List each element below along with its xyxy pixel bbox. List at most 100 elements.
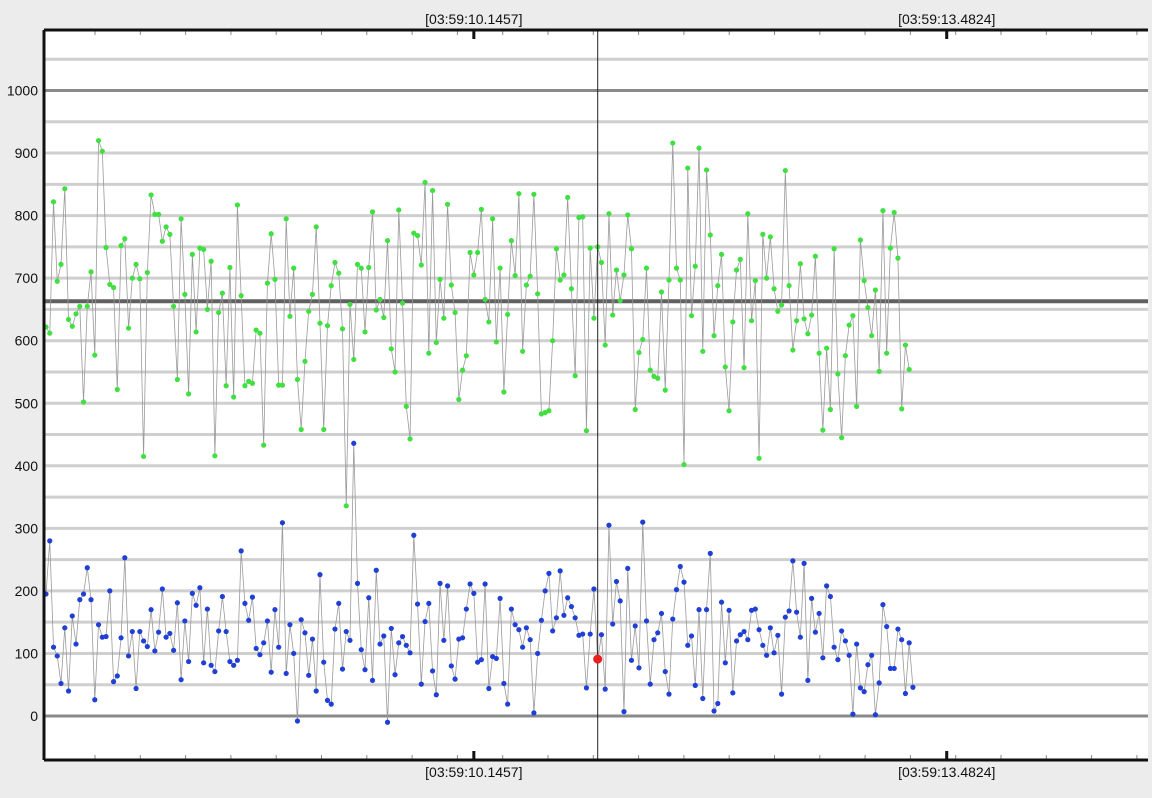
green-series-point bbox=[411, 230, 417, 236]
blue-series-point bbox=[703, 607, 710, 613]
green-series-point bbox=[572, 373, 578, 379]
blue-series-point bbox=[850, 711, 856, 717]
blue-series-point bbox=[508, 606, 514, 612]
blue-series-point bbox=[876, 680, 882, 686]
green-series-point bbox=[812, 253, 818, 259]
green-series-point bbox=[640, 336, 646, 343]
blue-series-point bbox=[313, 688, 319, 694]
green-series-point bbox=[726, 408, 732, 414]
series-points bbox=[43, 137, 916, 725]
blue-series-point bbox=[167, 630, 173, 637]
green-series-point bbox=[831, 246, 837, 252]
blue-series-point bbox=[497, 595, 503, 602]
blue-series-point bbox=[332, 626, 338, 632]
blue-series-point bbox=[662, 668, 668, 675]
green-series-point bbox=[816, 350, 822, 356]
green-series-point bbox=[685, 165, 691, 171]
blue-series-point bbox=[598, 632, 605, 638]
blue-series-point bbox=[261, 640, 267, 646]
green-series-point bbox=[294, 376, 301, 383]
blue-series-point bbox=[486, 685, 492, 692]
green-series-point bbox=[673, 265, 680, 271]
green-series-point bbox=[872, 287, 879, 293]
y-tick-label: 500 bbox=[15, 395, 39, 411]
green-series-point bbox=[223, 383, 229, 389]
green-series-point bbox=[632, 406, 638, 413]
blue-series-point bbox=[328, 701, 334, 707]
green-series-point bbox=[313, 224, 319, 230]
green-series-point bbox=[54, 278, 60, 284]
blue-series-point bbox=[865, 662, 871, 668]
blue-series-point bbox=[516, 627, 522, 633]
green-series-point bbox=[272, 276, 278, 282]
blue-series-point bbox=[613, 578, 620, 585]
green-series-point bbox=[692, 263, 698, 269]
green-series-point bbox=[516, 191, 522, 197]
green-series-point bbox=[621, 272, 627, 278]
green-series-point bbox=[703, 167, 710, 173]
green-series-point bbox=[257, 330, 263, 336]
green-series-point bbox=[58, 261, 64, 267]
green-series-point bbox=[482, 296, 488, 303]
green-series-point bbox=[475, 249, 481, 256]
green-series-point bbox=[152, 211, 158, 217]
blue-series-point bbox=[891, 665, 897, 672]
green-series-point bbox=[140, 453, 147, 460]
green-series-point bbox=[463, 353, 469, 359]
green-series-point bbox=[508, 238, 514, 244]
blue-series-point bbox=[557, 568, 563, 574]
blue-series-point bbox=[831, 644, 837, 650]
blue-series-point bbox=[906, 640, 912, 646]
blue-series-point bbox=[155, 629, 162, 635]
green-series-point bbox=[662, 387, 668, 393]
green-series-point bbox=[771, 286, 777, 292]
time-cursor[interactable] bbox=[593, 30, 603, 760]
blue-series-point bbox=[493, 655, 499, 662]
blue-series-point bbox=[95, 622, 102, 628]
time-label-top: [03:59:13.4824] bbox=[898, 11, 995, 27]
green-series-point bbox=[763, 275, 770, 281]
green-series-point bbox=[208, 258, 214, 264]
blue-series-point bbox=[321, 659, 327, 665]
blue-series-point bbox=[610, 621, 616, 627]
green-series-point bbox=[760, 231, 766, 237]
green-series-point bbox=[69, 323, 75, 329]
blue-series-point bbox=[816, 610, 822, 617]
green-series-point bbox=[794, 318, 800, 324]
green-series-point bbox=[441, 315, 447, 321]
green-series-point bbox=[775, 308, 781, 314]
blue-series-point bbox=[366, 595, 372, 601]
green-series-point bbox=[696, 145, 702, 151]
green-series-point bbox=[95, 137, 102, 144]
green-series-point bbox=[790, 347, 796, 353]
green-series-point bbox=[261, 442, 267, 448]
green-series-point bbox=[125, 325, 132, 331]
blue-series-point bbox=[587, 631, 593, 637]
blue-series-point bbox=[231, 662, 237, 668]
blue-series-point bbox=[745, 637, 751, 643]
blue-series-point bbox=[696, 607, 702, 613]
blue-series-point bbox=[895, 626, 901, 632]
green-series-point bbox=[617, 298, 623, 304]
blue-series-point bbox=[715, 700, 721, 707]
blue-series-point bbox=[163, 634, 169, 640]
blue-series-point bbox=[797, 634, 803, 640]
blue-series-point bbox=[407, 650, 413, 656]
blue-series-point bbox=[756, 627, 762, 633]
green-series-point bbox=[306, 308, 312, 314]
green-series-point bbox=[163, 224, 169, 230]
blue-series-point bbox=[482, 581, 488, 587]
green-series-point bbox=[122, 236, 128, 242]
green-series-point bbox=[527, 273, 533, 279]
blue-series-point bbox=[640, 519, 646, 525]
green-series-point bbox=[234, 202, 240, 208]
blue-series-point bbox=[711, 708, 717, 714]
green-series-point bbox=[47, 330, 53, 336]
green-series-point bbox=[144, 269, 150, 276]
green-series-point bbox=[748, 318, 755, 324]
green-series-point bbox=[715, 283, 721, 289]
blue-series-point bbox=[651, 637, 657, 643]
cursor-marker[interactable] bbox=[593, 654, 603, 664]
blue-series-point bbox=[722, 660, 728, 666]
